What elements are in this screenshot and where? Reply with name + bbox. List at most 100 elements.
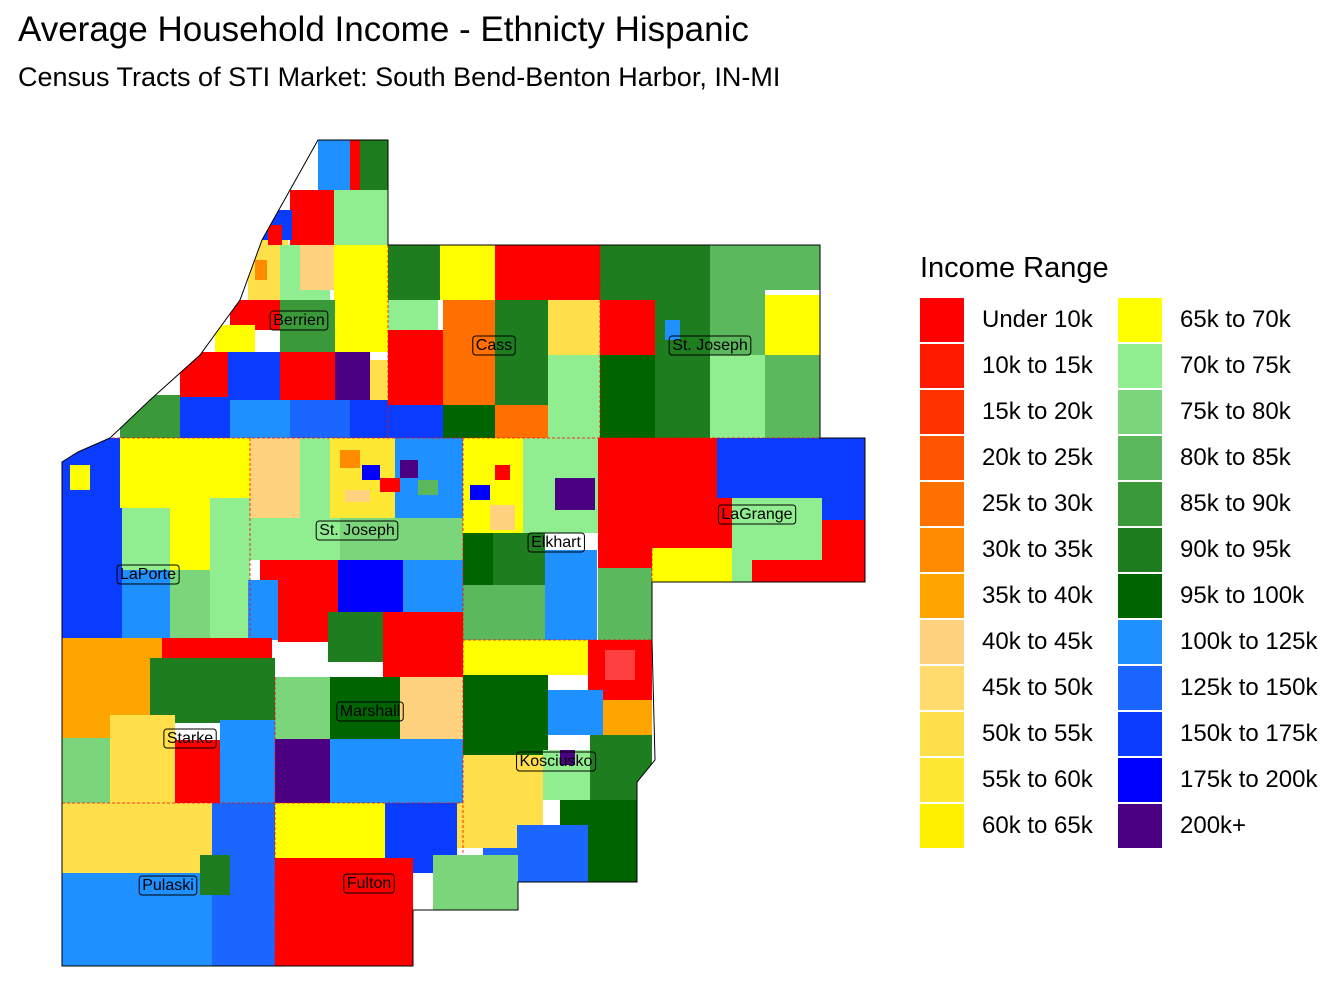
- county-label: LaPorte: [116, 564, 180, 585]
- legend-item: 35k to 40k: [920, 573, 1118, 619]
- tract: [418, 480, 438, 495]
- county-name: Starke: [167, 730, 213, 747]
- tract: [710, 290, 765, 355]
- county-label: Kosciusko: [516, 751, 597, 772]
- tract: [710, 355, 765, 438]
- legend-items: Under 10k 10k to 15k 15k to 20k 20k to 25k 2…: [920, 297, 1318, 849]
- tract: [652, 438, 717, 498]
- legend-swatch: [920, 804, 964, 848]
- tract: [560, 750, 575, 765]
- county-label: Fulton: [343, 873, 395, 894]
- legend-item: 45k to 50k: [920, 665, 1118, 711]
- tract: [655, 300, 710, 355]
- tract: [268, 225, 282, 245]
- tract: [555, 478, 595, 510]
- tract: [457, 803, 517, 848]
- tract: [590, 735, 652, 800]
- tract: [290, 190, 334, 245]
- tract: [752, 560, 822, 582]
- legend-label: 100k to 125k: [1180, 628, 1318, 655]
- county-label: Pulaski: [138, 875, 198, 896]
- tract: [765, 295, 820, 355]
- legend-label: 65k to 70k: [1180, 306, 1291, 333]
- county-label-box: [336, 701, 404, 722]
- legend-item: 200k+: [1118, 803, 1318, 849]
- county-labels: Berrien Cass St. Joseph LaGrange St. Joseph E…: [116, 310, 797, 896]
- legend-item: 90k to 95k: [1118, 527, 1318, 573]
- county-label-box: [343, 873, 395, 894]
- legend-label: 40k to 45k: [982, 628, 1093, 655]
- county-label: Berrien: [269, 310, 329, 331]
- tract: [122, 508, 170, 570]
- legend-label: 75k to 80k: [1180, 398, 1291, 425]
- tract: [340, 450, 360, 468]
- county-name: Elkhart: [531, 534, 581, 551]
- tract: [655, 355, 710, 438]
- tract: [600, 245, 710, 300]
- tract: [495, 300, 548, 405]
- tract: [62, 873, 212, 966]
- legend-swatch: [920, 712, 964, 756]
- tract: [600, 300, 655, 355]
- county-label: St. Joseph: [668, 335, 752, 356]
- tract: [388, 300, 438, 330]
- tract: [278, 612, 328, 642]
- tract: [495, 405, 548, 438]
- tract: [290, 400, 350, 440]
- legend-swatch: [920, 574, 964, 618]
- legend-label: 60k to 65k: [982, 812, 1093, 839]
- legend-title: Income Range: [920, 252, 1109, 284]
- tract: [175, 740, 220, 803]
- legend-item: 65k to 70k: [1118, 297, 1318, 343]
- legend-label: Under 10k: [982, 306, 1093, 333]
- tract: [345, 490, 370, 502]
- tract: [255, 260, 267, 280]
- tract: [765, 355, 820, 438]
- legend-item: 30k to 35k: [920, 527, 1118, 573]
- legend-item: 55k to 60k: [920, 757, 1118, 803]
- county-name: Berrien: [273, 312, 325, 329]
- tract: [605, 650, 635, 680]
- legend-item: 20k to 25k: [920, 435, 1118, 481]
- legend-label: 200k+: [1180, 812, 1247, 839]
- county-name: St. Joseph: [672, 337, 748, 354]
- legend-label: 45k to 50k: [982, 674, 1093, 701]
- tract: [652, 548, 732, 582]
- legend-swatch: [1118, 804, 1162, 848]
- legend-item: 95k to 100k: [1118, 573, 1318, 619]
- tract: [215, 325, 255, 355]
- tract: [200, 855, 230, 895]
- county-label: St. Joseph: [315, 520, 399, 541]
- county-label: Starke: [163, 728, 217, 749]
- county-label: LaGrange: [717, 504, 797, 525]
- tract: [250, 518, 340, 560]
- map-subtitle: Census Tracts of STI Market: South Bend-…: [18, 62, 781, 92]
- tract: [150, 658, 275, 723]
- tract: [62, 508, 122, 638]
- legend-label: 125k to 150k: [1180, 674, 1318, 701]
- legend-swatch: [1118, 620, 1162, 664]
- county-name: Marshall: [340, 703, 400, 720]
- county-name: LaPorte: [120, 566, 176, 583]
- tract: [548, 300, 600, 355]
- tract: [338, 560, 403, 612]
- tract: [433, 855, 518, 910]
- tract: [362, 465, 380, 480]
- legend-label: 35k to 40k: [982, 582, 1093, 609]
- legend-swatch: [1118, 528, 1162, 572]
- legend-swatch: [920, 482, 964, 526]
- tract: [822, 520, 865, 582]
- tract: [493, 533, 545, 585]
- tract: [248, 580, 278, 640]
- tract: [463, 585, 545, 640]
- tract: [822, 498, 865, 520]
- tract: [340, 518, 463, 560]
- legend-item: 175k to 200k: [1118, 757, 1318, 803]
- county-label-box: [717, 504, 797, 525]
- tract: [62, 738, 110, 803]
- legend-swatch: [1118, 390, 1162, 434]
- legend-swatch: [1118, 712, 1162, 756]
- tract: [350, 400, 388, 440]
- tract: [548, 355, 600, 438]
- county-label: Cass: [472, 335, 516, 356]
